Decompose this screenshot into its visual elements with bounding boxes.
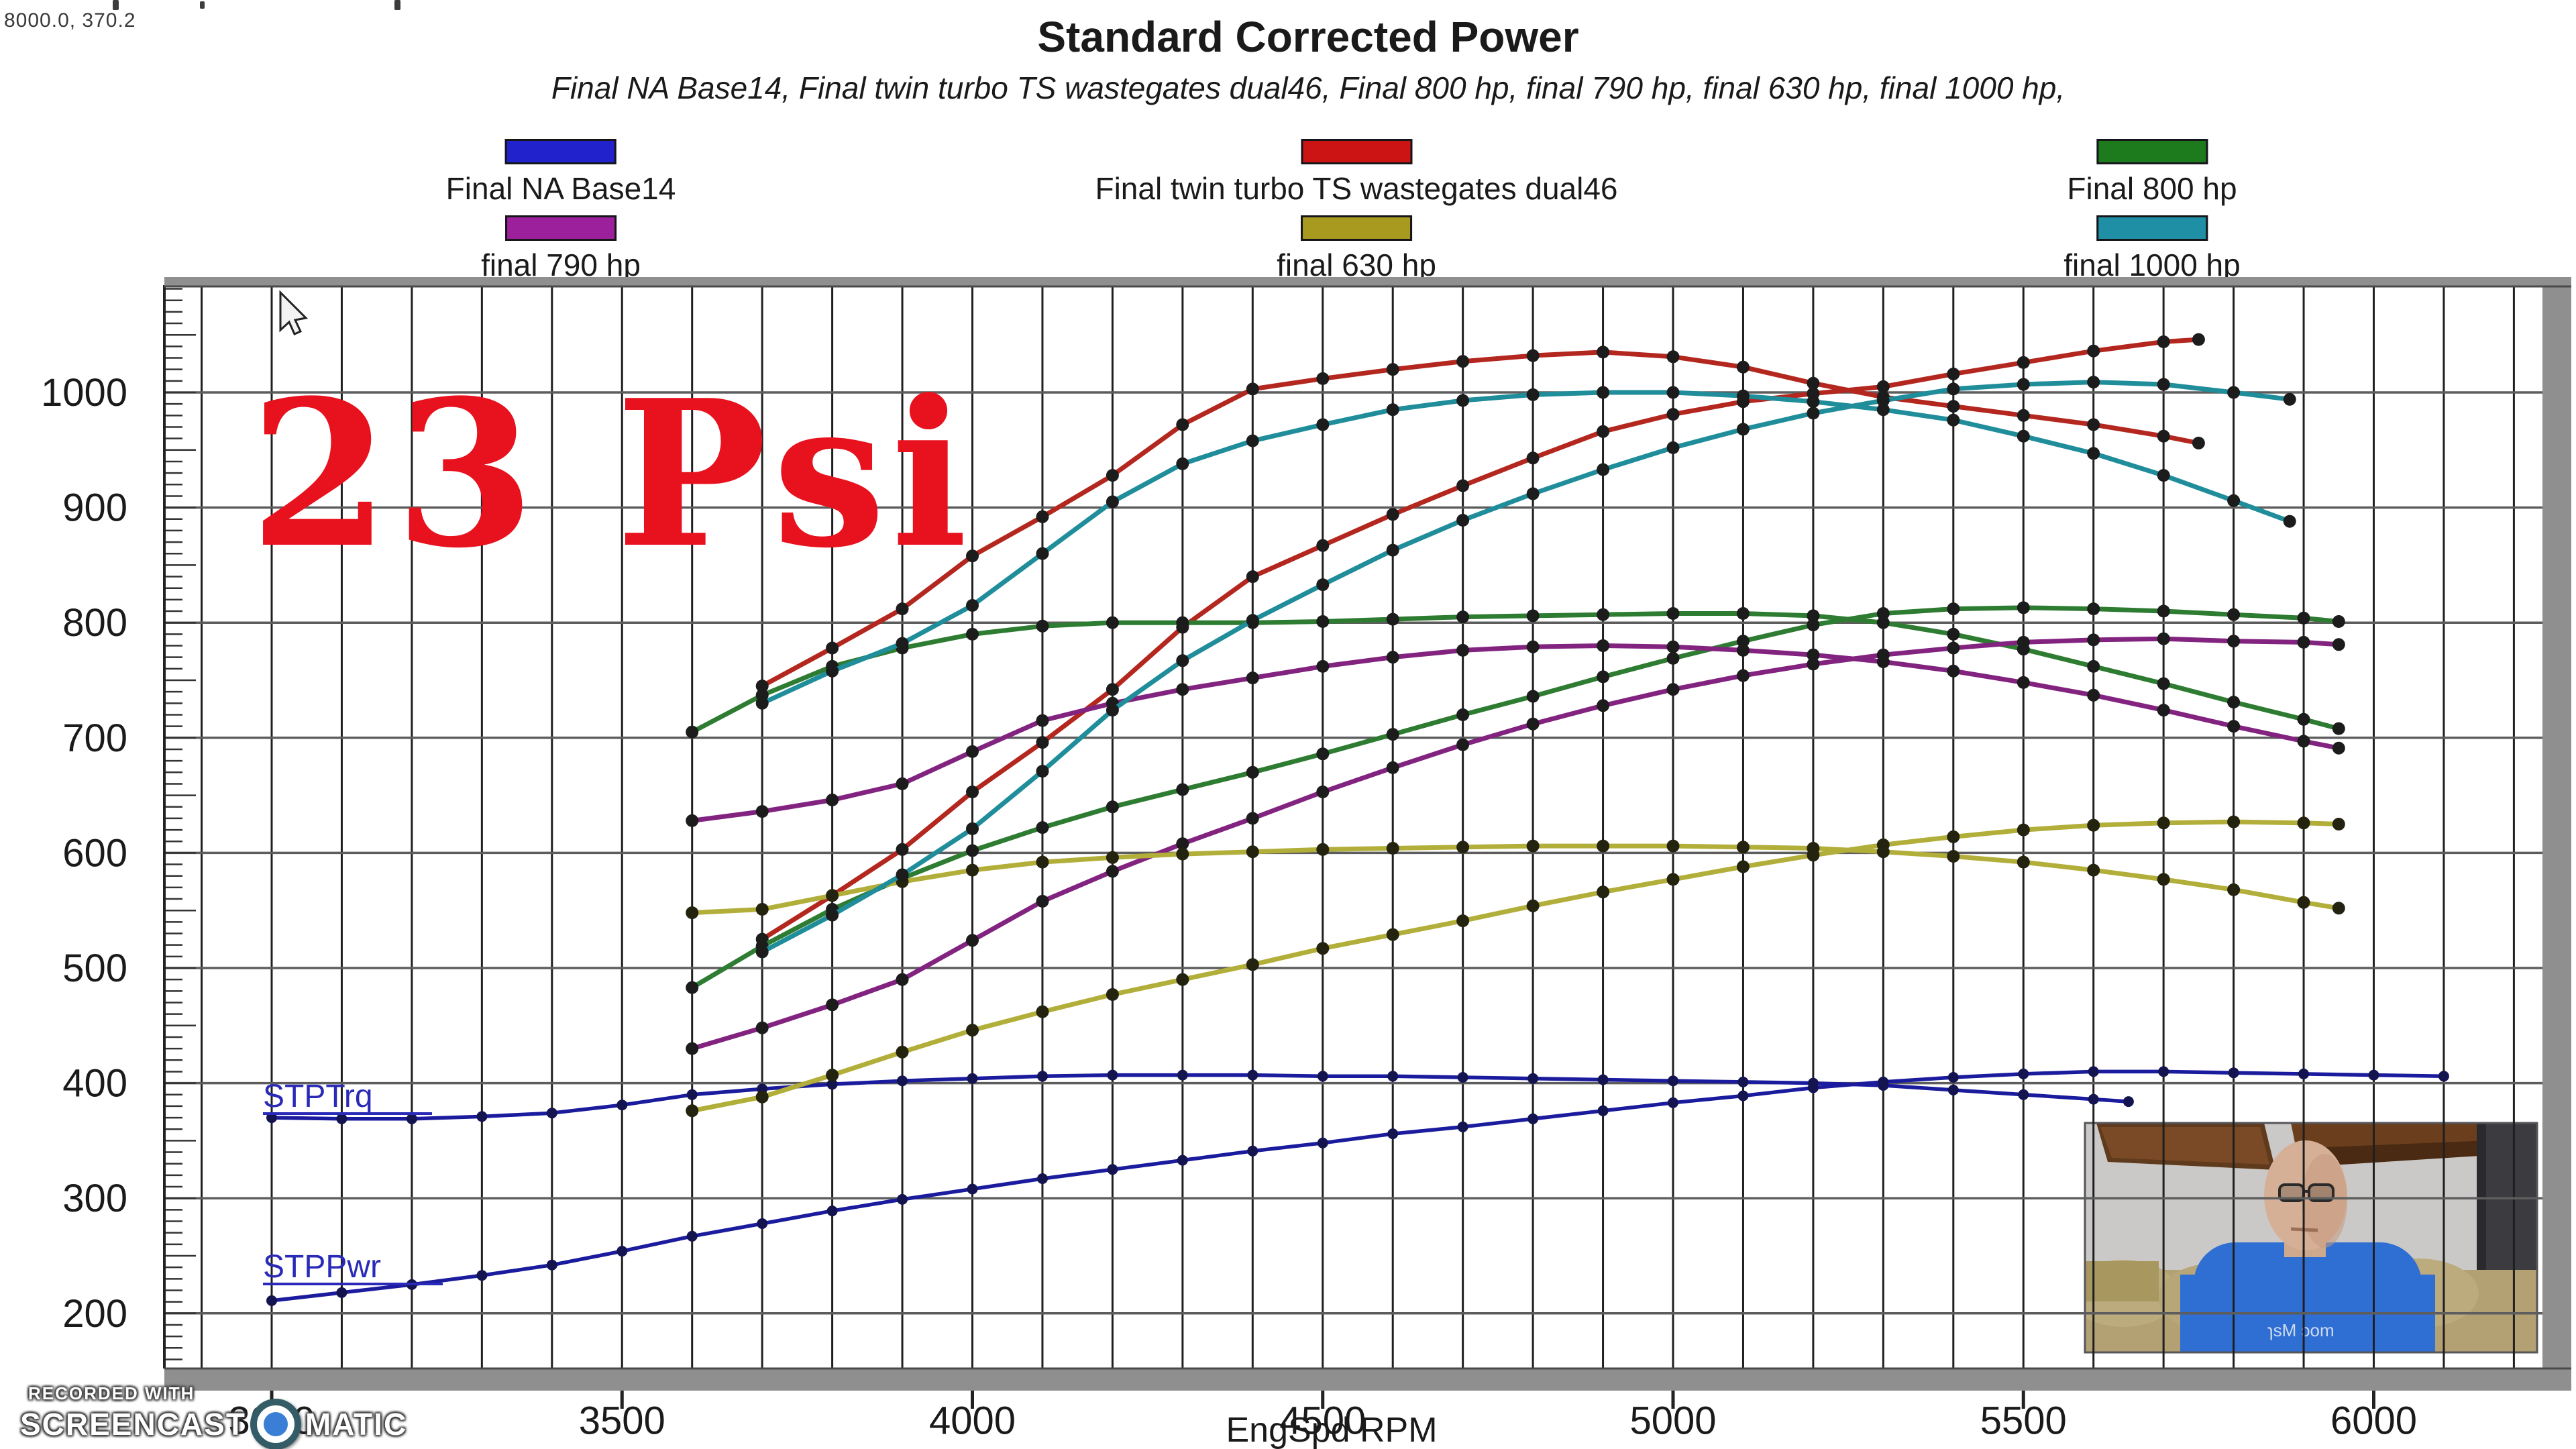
curve-label-STPPwr: STPPwr [263, 1249, 381, 1285]
svg-text:3500: 3500 [579, 1399, 665, 1443]
cutoff-text-fragment [113, 0, 119, 10]
chart-subtitle: Final NA Base14, Final twin turbo TS was… [551, 70, 2065, 105]
svg-text:500: 500 [62, 947, 127, 990]
webcam-shelf-shadow [2294, 1140, 2490, 1167]
series-line-1 [271, 1069, 2444, 1303]
legend-label: Final twin turbo TS wastegates dual46 [1095, 171, 1618, 206]
watermark-brand: SCREENCAST MATIC [20, 1405, 407, 1443]
legend-item: Final NA Base14 [446, 139, 676, 207]
cursor-position-readout: 8000.0, 370.2 [4, 9, 136, 32]
legend-swatch [505, 215, 616, 241]
series-line-2 [761, 350, 2200, 688]
svg-text:800: 800 [62, 601, 127, 645]
webcam-person-shirt-lower [2180, 1275, 2435, 1352]
legend-swatch [1301, 215, 1412, 241]
webcam-cushion [2085, 1261, 2159, 1301]
svg-text:4000: 4000 [929, 1399, 1016, 1443]
legend-item: Final 800 hp [2067, 139, 2237, 207]
svg-text:300: 300 [62, 1177, 127, 1220]
svg-text:700: 700 [62, 716, 127, 760]
legend-item: final 1000 hp [2063, 215, 2241, 283]
screen-recorder-watermark: RECORDED WITH SCREENCAST MATIC [20, 1383, 407, 1443]
cutoff-text-fragment [200, 1, 205, 9]
webcam-border [2084, 1122, 2538, 1354]
boost-annotation: 23 Psi [250, 356, 973, 592]
webcam-overlay: ɿsM ɔom [2084, 1122, 2538, 1354]
legend-swatch [2096, 139, 2208, 164]
watermark-brand-right: MATIC [305, 1407, 408, 1442]
plot-frame [164, 277, 2571, 1391]
axis-and-labels: 3000350040004500500055006000EngSpd RPM20… [41, 356, 2417, 1449]
top-strip: 8000.0, 370.2 [0, 0, 2576, 32]
curve-label-STPTrq: STPTrq [263, 1079, 373, 1114]
legend-label: final 1000 hp [2063, 248, 2241, 282]
svg-text:400: 400 [62, 1062, 127, 1106]
legend-swatch [1300, 139, 1412, 164]
gridlines [163, 285, 2542, 1368]
x-axis-label: EngSpd RPM [1226, 1411, 1437, 1449]
legend-label: Final 800 hp [2067, 171, 2237, 206]
svg-text:200: 200 [62, 1292, 127, 1336]
series-line-4 [691, 611, 2340, 735]
mouse-cursor [279, 290, 309, 335]
series-line-8 [692, 843, 2339, 916]
svg-text:5000: 5000 [1629, 1399, 1716, 1443]
legend-label: final 630 hp [1277, 248, 1436, 282]
svg-text:1000: 1000 [41, 371, 127, 415]
legend-label: final 790 hp [481, 248, 641, 282]
svg-text:6000: 6000 [2330, 1399, 2417, 1443]
svg-text:4500: 4500 [1279, 1399, 1366, 1443]
watermark-brand-left: SCREENCAST [20, 1407, 246, 1442]
legend-item: Final twin turbo TS wastegates dual46 [1095, 139, 1618, 207]
svg-text:600: 600 [62, 831, 127, 875]
legend-label: Final NA Base14 [445, 171, 676, 206]
watermark-line1: RECORDED WITH [28, 1383, 195, 1403]
cutoff-text-fragment [394, 0, 400, 10]
legend-swatch [2096, 215, 2208, 241]
legend-item: final 630 hp [1277, 215, 1436, 283]
data-series [266, 333, 2449, 1306]
chart-title: Standard Corrected Power [1037, 13, 1579, 61]
webcam-picture-frame-inner [2100, 1127, 2269, 1165]
screencastomatic-logo-icon [256, 1405, 294, 1443]
legend-swatch [505, 139, 616, 164]
svg-text:900: 900 [62, 486, 127, 530]
series-line-3 [761, 337, 2199, 942]
svg-text:5500: 5500 [1980, 1399, 2067, 1443]
webcam-shirt-text: ɿsM ɔom [2267, 1320, 2334, 1340]
legend-item: final 790 hp [481, 215, 641, 283]
